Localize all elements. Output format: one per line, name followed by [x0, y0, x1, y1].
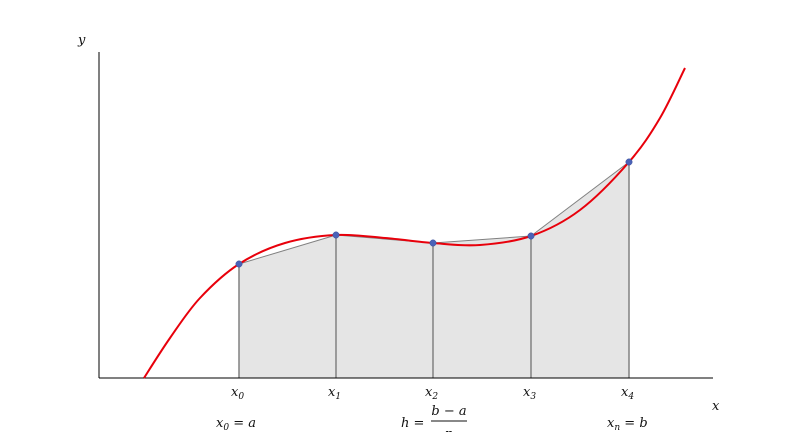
node-tick-labels: x0 x1 x2 x3 x4 — [231, 385, 634, 402]
svg-text:xn = b: xn = b — [607, 416, 648, 432]
node-points-layer — [235, 158, 633, 268]
node-label-3: x3 — [523, 385, 536, 402]
node-label-2: x2 — [425, 385, 438, 402]
formula-right-base: x — [607, 416, 615, 431]
svg-text:x0 = a: x0 = a — [216, 416, 256, 432]
formula-right-rhs: b — [639, 416, 647, 431]
formula-step-size: h = b − a n — [401, 404, 467, 432]
x-axis-label: x — [712, 399, 720, 414]
trapezoid-area-layer — [239, 162, 629, 378]
formula-denominator: n — [445, 427, 453, 432]
chord-line-2 — [432, 235, 532, 244]
function-curve — [143, 67, 686, 379]
formula-left-rhs: a — [248, 416, 256, 431]
chord-lines-layer — [238, 161, 630, 265]
ordinate-lines-layer — [238, 162, 630, 378]
node-point-2 — [429, 239, 437, 247]
node-point-1 — [332, 231, 340, 239]
node-point-3 — [527, 232, 535, 240]
y-axis-label: y — [77, 33, 86, 48]
formula-middle-lhs: h — [401, 416, 409, 431]
node-label-4: x4 — [621, 385, 634, 402]
formula-x0-equals-a: x0 = a — [216, 416, 256, 432]
formula-xn-equals-b: xn = b — [607, 416, 648, 432]
formula-right-sub: n — [614, 423, 620, 432]
node-point-0 — [235, 260, 243, 268]
chord-line-0 — [238, 234, 337, 265]
node-label-0: x0 — [231, 385, 244, 402]
formula-left-base: x — [216, 416, 224, 431]
trapezoid-area — [239, 162, 629, 378]
formula-numerator: b − a — [431, 404, 466, 419]
node-point-4 — [625, 158, 633, 166]
svg-text:h =: h = — [401, 416, 424, 431]
node-label-1: x1 — [328, 385, 341, 402]
chord-line-3 — [530, 161, 630, 237]
formula-left-sub: 0 — [223, 423, 229, 432]
